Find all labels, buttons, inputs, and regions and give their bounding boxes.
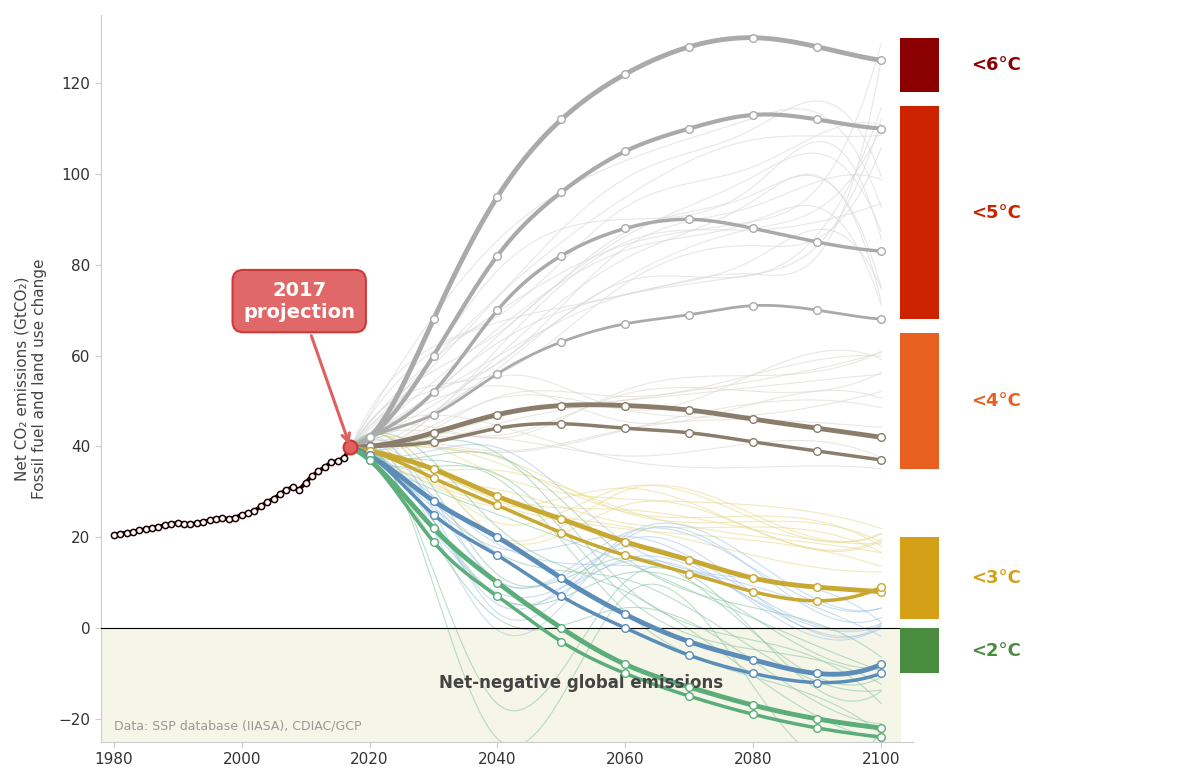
FancyBboxPatch shape — [900, 333, 938, 469]
Y-axis label: Net CO₂ emissions (GtCO₂)
Fossil fuel and land use change: Net CO₂ emissions (GtCO₂) Fossil fuel an… — [14, 258, 48, 499]
FancyBboxPatch shape — [900, 38, 938, 92]
Text: Net-negative global emissions: Net-negative global emissions — [438, 673, 722, 691]
FancyBboxPatch shape — [900, 106, 938, 319]
Text: <4°C: <4°C — [971, 392, 1021, 410]
Text: Data: SSP database (IIASA), CDIAC/GCP: Data: SSP database (IIASA), CDIAC/GCP — [114, 719, 361, 733]
Text: 2017
projection: 2017 projection — [244, 281, 355, 442]
FancyBboxPatch shape — [900, 537, 938, 619]
Text: <5°C: <5°C — [971, 203, 1021, 221]
Text: <6°C: <6°C — [971, 56, 1021, 74]
Text: <2°C: <2°C — [971, 642, 1021, 660]
FancyBboxPatch shape — [900, 628, 938, 673]
Text: <3°C: <3°C — [971, 569, 1021, 587]
